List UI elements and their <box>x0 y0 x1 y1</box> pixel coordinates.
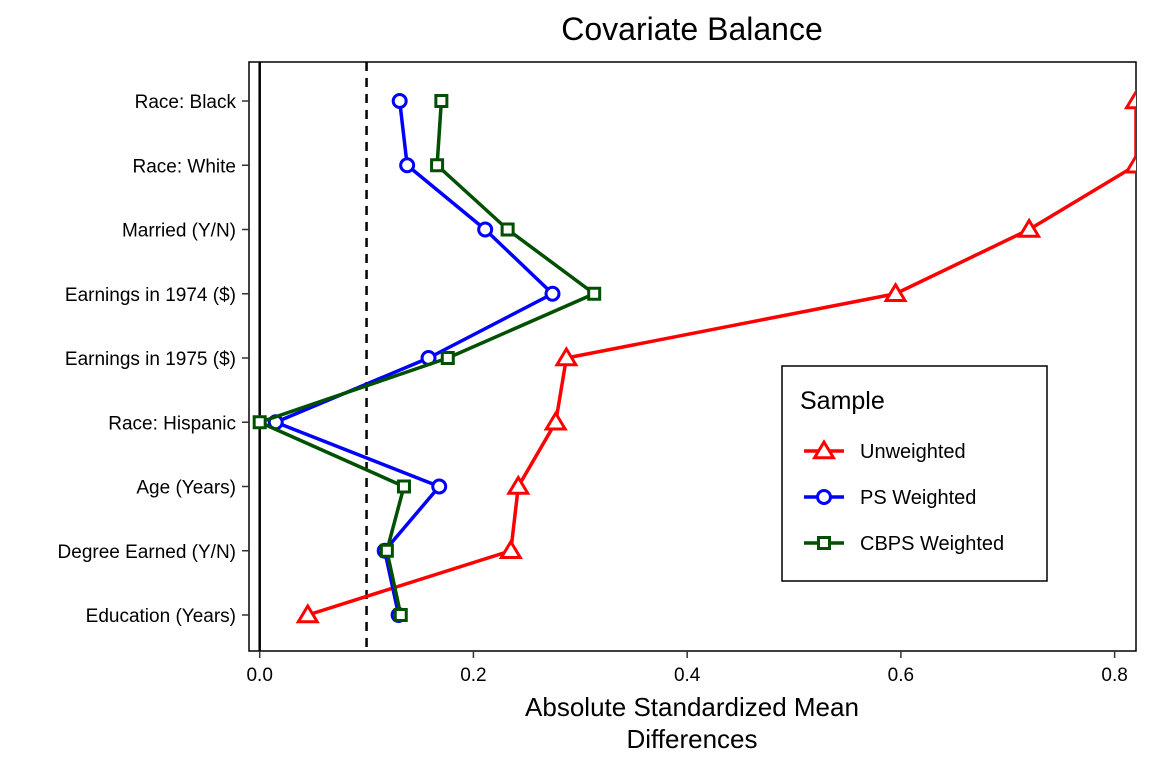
data-point-cbps-weighted <box>500 222 515 237</box>
data-point-cbps-weighted <box>430 158 445 173</box>
y-tick-label: Married (Y/N) <box>122 221 236 242</box>
legend-key-marker-cbps-weighted <box>817 536 831 550</box>
data-point-cbps-weighted <box>434 94 449 108</box>
legend-label-unweighted: Unweighted <box>860 441 966 463</box>
x-axis-title-line-2: Differences <box>626 724 757 754</box>
legend-label-cbps-weighted: CBPS Weighted <box>860 533 1004 555</box>
y-tick-label: Age (Years) <box>136 478 236 499</box>
data-point-cbps-weighted <box>252 415 267 430</box>
plot-panel-border <box>248 61 1137 652</box>
data-point-unweighted <box>295 603 320 624</box>
x-tick-label: 0.0 <box>246 665 272 686</box>
x-tick-label: 0.8 <box>1101 665 1127 686</box>
data-point-cbps-weighted <box>440 351 455 365</box>
data-point-unweighted <box>1123 153 1136 174</box>
data-point-unweighted <box>506 474 531 495</box>
data-point-cbps-weighted <box>379 543 394 558</box>
data-point-ps-weighted <box>391 93 408 109</box>
data-point-ps-weighted <box>544 285 561 302</box>
data-point-unweighted <box>554 346 579 367</box>
data-point-ps-weighted <box>431 478 448 495</box>
data-point-unweighted <box>1017 217 1042 238</box>
y-tick-label: Race: Black <box>135 92 237 113</box>
y-tick-label: Race: Hispanic <box>108 413 236 434</box>
legend-key-marker-ps-weighted <box>816 489 832 505</box>
plot-area: 0.0 0.2 0.4 0.6 0.8 Race: Black Race: White Mar… <box>58 61 1137 686</box>
data-point-ps-weighted <box>399 157 416 174</box>
data-point-unweighted <box>543 410 568 431</box>
data-point-cbps-weighted <box>396 479 411 494</box>
x-axis-title-line-1: Absolute Standardized Mean <box>525 692 859 722</box>
legend-title: Sample <box>800 387 885 415</box>
y-tick-label: Degree Earned (Y/N) <box>58 542 236 563</box>
y-tick-label: Earnings in 1975 ($) <box>65 349 236 370</box>
legend: Sample Unweighted PS Weighted CBPS Weighted <box>781 365 1048 582</box>
legend-label-ps-weighted: PS Weighted <box>860 487 976 509</box>
data-point-cbps-weighted <box>393 608 408 622</box>
data-point-unweighted <box>1123 89 1136 110</box>
data-point-ps-weighted <box>477 221 494 238</box>
data-point-unweighted <box>498 538 523 559</box>
y-tick-label: Earnings in 1974 ($) <box>65 285 236 306</box>
y-tick-label: Race: White <box>133 156 236 177</box>
x-tick-label: 0.4 <box>674 665 701 686</box>
data-point-cbps-weighted <box>587 286 602 301</box>
legend-key-marker-unweighted <box>811 439 837 460</box>
y-tick-label: Education (Years) <box>86 606 236 627</box>
x-tick-label: 0.6 <box>888 665 914 686</box>
chart-title: Covariate Balance <box>561 11 822 47</box>
series-layer <box>252 89 1136 624</box>
data-point-unweighted <box>883 281 908 302</box>
x-tick-label: 0.2 <box>460 665 486 686</box>
